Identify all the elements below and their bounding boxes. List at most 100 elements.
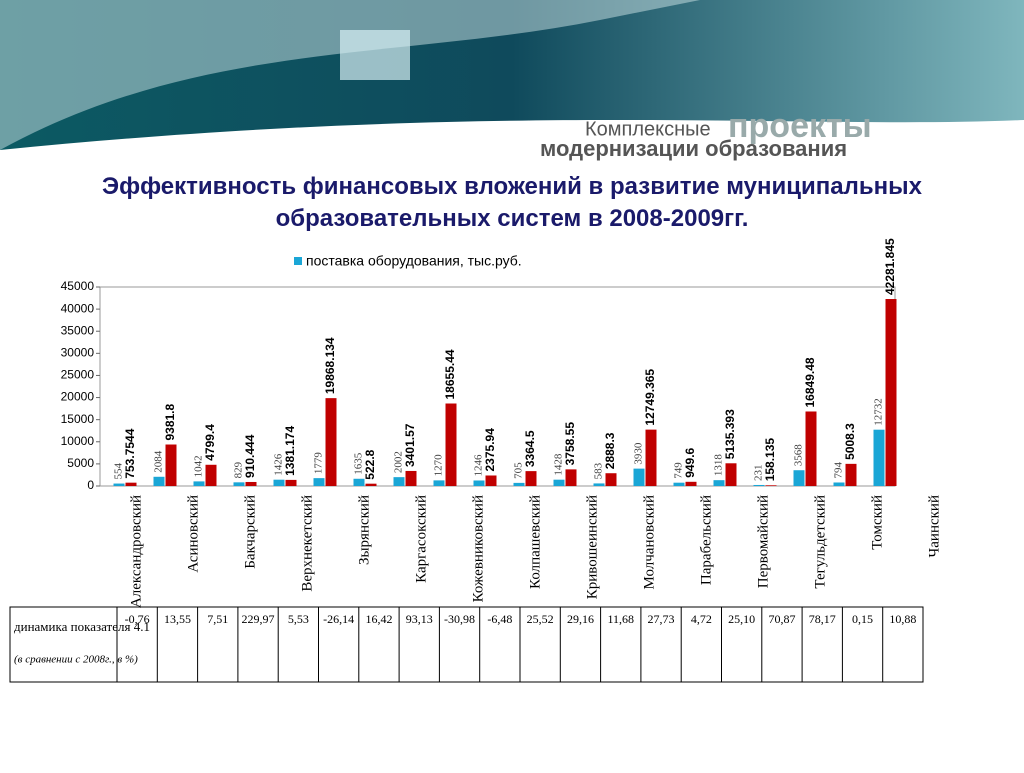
bar [365, 483, 377, 486]
data-label: 3758.55 [563, 422, 577, 466]
data-label: 5135.393 [723, 409, 737, 459]
table-cell: 25,52 [527, 612, 554, 626]
bar [473, 480, 485, 486]
data-label: 794 [833, 461, 845, 478]
data-label: 2002 [393, 451, 405, 473]
bar [245, 481, 257, 486]
table-cell: -6,48 [487, 612, 512, 626]
table-cell: 0,15 [852, 612, 873, 626]
data-label: 3364.5 [523, 430, 537, 467]
data-label: 2084 [153, 450, 165, 473]
bar [205, 464, 217, 486]
table-cell: 16,42 [365, 612, 392, 626]
data-label: 12749.365 [643, 369, 657, 426]
data-label: 1318 [713, 454, 725, 477]
x-tick-label: Александровский [128, 495, 144, 608]
legend-label: поставка оборудования, тыс.руб. [306, 253, 522, 269]
x-tick-label: Парабельский [698, 495, 714, 585]
y-tick-label: 15000 [61, 412, 95, 426]
bar [873, 429, 885, 486]
bar [805, 411, 817, 486]
bar [765, 485, 777, 486]
bar [525, 471, 537, 486]
bar [393, 477, 405, 486]
x-tick-label: Верхнекетский [299, 495, 315, 592]
logo-sub: модернизации образования [540, 136, 847, 161]
bar [445, 403, 457, 486]
data-label: 705 [513, 462, 525, 479]
y-tick-label: 0 [87, 478, 94, 492]
header-picture [340, 30, 410, 80]
bar [645, 429, 657, 486]
data-label: 1635 [353, 452, 365, 475]
data-label: 1042 [193, 455, 205, 477]
data-label: 3568 [793, 444, 805, 467]
data-label: 749 [673, 462, 685, 479]
table-frame [9, 606, 924, 683]
bar [845, 463, 857, 486]
data-label: 12732 [873, 398, 885, 426]
data-label: 42281.845 [883, 238, 897, 295]
table-cell: 10,88 [889, 612, 916, 626]
bar [325, 398, 337, 486]
data-label: 1426 [273, 453, 285, 476]
table-cell: 5,53 [288, 612, 309, 626]
x-tick-label: Первомайский [755, 495, 771, 588]
x-tick-label: Чаинский [926, 495, 942, 557]
data-label: 9381.8 [163, 403, 177, 440]
data-label: 910.444 [243, 434, 257, 478]
table-cell: -0,76 [125, 612, 150, 626]
bar [113, 483, 125, 486]
data-label: 949.6 [683, 447, 697, 477]
bar [433, 480, 445, 486]
x-tick-label: Кожевниковский [470, 495, 486, 602]
table-cell: 11,68 [607, 612, 634, 626]
y-tick-label: 20000 [61, 390, 95, 404]
bar [285, 479, 297, 486]
chart-title: Эффективность финансовых вложений в разв… [102, 173, 923, 232]
data-label: 554 [113, 463, 125, 480]
x-tick-label: Асиновский [185, 495, 201, 573]
bar [633, 468, 645, 486]
data-label: 1246 [473, 454, 485, 477]
data-label: 2375.94 [483, 428, 497, 472]
bar [313, 478, 325, 486]
x-tick-label: Бакчарский [242, 495, 258, 569]
bar [685, 481, 697, 486]
x-tick-label: Каргасокский [413, 495, 429, 583]
bar [673, 482, 685, 486]
data-label: 522.8 [363, 449, 377, 479]
table-cell: 27,73 [648, 612, 675, 626]
data-label: 3401.57 [403, 423, 417, 467]
x-tick-label: Зырянский [356, 495, 372, 565]
bar [753, 484, 765, 486]
table-cell: 78,17 [809, 612, 836, 626]
data-label: 5008.3 [843, 423, 857, 460]
bar [593, 483, 605, 486]
bar [125, 482, 137, 486]
y-tick-label: 45000 [61, 279, 95, 293]
x-tick-label: Молчановский [641, 495, 657, 589]
bar [273, 479, 285, 486]
table-label: динамика показателя 4.1 [14, 619, 150, 634]
legend-swatch [294, 257, 302, 265]
bar [833, 482, 845, 486]
bar [233, 482, 245, 486]
data-label: 753.7544 [123, 428, 137, 478]
bar [193, 481, 205, 486]
data-label: 583 [593, 462, 605, 479]
bar [793, 470, 805, 486]
data-label: 231 [753, 464, 765, 481]
data-label: 829 [233, 461, 245, 478]
bar [553, 479, 565, 486]
table-cell: 229,97 [242, 612, 275, 626]
data-label: 158.135 [763, 438, 777, 482]
data-label: 1270 [433, 454, 445, 477]
table-cell: 29,16 [567, 612, 594, 626]
header-swoosh [0, 0, 700, 150]
data-label: 16849.48 [803, 357, 817, 407]
table-cell: 4,72 [691, 612, 712, 626]
data-label: 18655.44 [443, 349, 457, 399]
bar [485, 475, 497, 486]
